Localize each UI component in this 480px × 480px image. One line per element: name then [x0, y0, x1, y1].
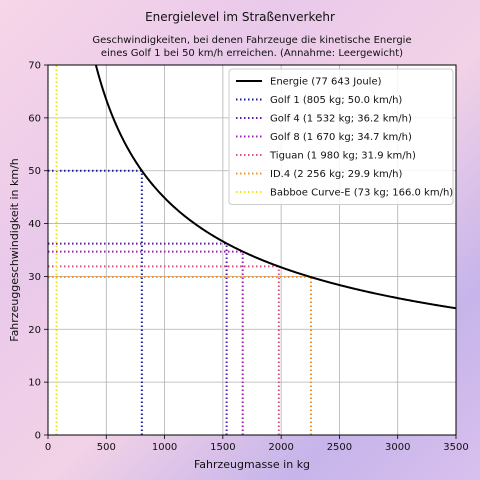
- y-tick-label: 20: [28, 325, 41, 336]
- vehicle-guides: [48, 65, 312, 435]
- legend-label: Tiguan (1 980 kg; 31.9 km/h): [269, 151, 416, 162]
- x-tick-label: 500: [97, 442, 116, 453]
- legend-label: Golf 1 (805 kg; 50.0 km/h): [270, 95, 402, 106]
- legend-box: [228, 68, 454, 205]
- y-tick-label: 30: [28, 272, 41, 283]
- y-tick-label: 40: [28, 219, 41, 230]
- x-tick-label: 0: [45, 442, 51, 453]
- y-axis-label: Fahrzeuggeschwindigkeit in km/h: [8, 158, 21, 342]
- plot-frame: [47, 64, 457, 436]
- x-tick-label: 1500: [210, 442, 235, 453]
- legend: Energie (77 643 Joule) Golf 1 (805 kg; 50…: [228, 68, 454, 205]
- legend-label: Golf 4 (1 532 kg; 36.2 km/h): [270, 114, 412, 125]
- energy-curve: [94, 64, 457, 310]
- axis-ticks: 0 500 1000 1500 2000 2500 3000 3500 0 10 20 30 40 50 6…: [28, 61, 468, 454]
- chart-title: Energielevel im Straßenverkehr: [145, 10, 335, 24]
- legend-label: Energie (77 643 Joule): [270, 77, 382, 88]
- x-tick-label: 3000: [385, 442, 410, 453]
- x-tick-label: 2000: [268, 442, 293, 453]
- legend-label: Babboe Curve-E (73 kg; 166.0 km/h): [270, 188, 453, 199]
- energy-curve-layer: [94, 64, 457, 310]
- legend-label: Golf 8 (1 670 kg; 34.7 km/h): [270, 132, 412, 143]
- y-tick-label: 10: [28, 378, 41, 389]
- y-tick-label: 60: [28, 113, 41, 124]
- chart-subtitle-line-1: Geschwindigkeiten, bei denen Fahrzeuge d…: [92, 35, 411, 46]
- x-tick-label: 2500: [327, 442, 352, 453]
- y-tick-label: 0: [35, 431, 41, 442]
- y-tick-label: 50: [28, 166, 41, 177]
- y-tick-label: 70: [28, 61, 41, 72]
- x-tick-label: 1000: [152, 442, 177, 453]
- x-axis-label: Fahrzeugmasse in kg: [194, 458, 310, 471]
- chart-subtitle-line-2: eines Golf 1 bei 50 km/h erreichen. (Ann…: [101, 48, 403, 59]
- legend-label: ID.4 (2 256 kg; 29.9 km/h): [270, 169, 402, 180]
- x-tick-label: 3500: [443, 442, 468, 453]
